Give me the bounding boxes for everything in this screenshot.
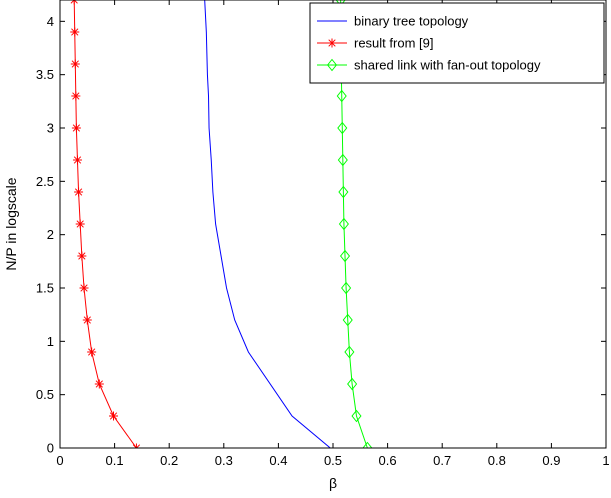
data-point <box>94 379 104 389</box>
data-point <box>336 89 347 103</box>
x-tick-label: 0.4 <box>269 453 287 468</box>
x-tick-label: 0.5 <box>324 453 342 468</box>
data-point <box>71 123 81 133</box>
x-tick-label: 0.9 <box>542 453 560 468</box>
x-tick-label: 0.7 <box>433 453 451 468</box>
axes-layer: 0 0.1 0.2 0.3 0.4 0.5 0.6 0.7 0.8 0.9 1 0 0.5 1 1.5 2 2.… <box>36 0 610 468</box>
data-point <box>347 377 358 391</box>
data-point <box>337 153 348 167</box>
legend-label: binary tree topology <box>354 14 469 29</box>
data-point <box>344 345 355 359</box>
data-point <box>341 281 352 295</box>
legend-entry: binary tree topology <box>317 14 469 29</box>
legend: binary tree topology result from [9] share… <box>309 2 605 84</box>
x-tick-label: 0 <box>56 453 63 468</box>
data-point <box>69 0 79 5</box>
legend-entry: result from [9] <box>317 36 433 51</box>
data-point <box>131 443 141 448</box>
x-tick-label: 0.3 <box>215 453 233 468</box>
data-point <box>109 411 119 421</box>
y-tick-label: 4 <box>47 14 54 29</box>
y-tick-label: 2.5 <box>36 174 54 189</box>
data-point <box>342 313 353 327</box>
legend-marker <box>327 38 337 48</box>
data-point <box>79 283 89 293</box>
data-point <box>70 59 80 69</box>
y-tick-label: 0 <box>47 441 54 456</box>
data-point <box>362 441 373 448</box>
legend-marker <box>326 58 338 72</box>
data-point <box>351 409 362 423</box>
y-tick-label: 3 <box>47 121 54 136</box>
data-point <box>337 121 348 135</box>
legend-label: shared link with fan-out topology <box>354 58 541 73</box>
x-tick-label: 1 <box>602 453 609 468</box>
data-point <box>87 347 97 357</box>
data-point <box>338 217 349 231</box>
data-point <box>339 249 351 263</box>
x-tick-label: 0.2 <box>160 453 178 468</box>
y-tick-label: 3.5 <box>36 67 54 82</box>
x-tick-label: 0.8 <box>488 453 506 468</box>
data-point <box>74 187 84 197</box>
y-tick-label: 0.5 <box>36 387 54 402</box>
data-point <box>77 251 87 261</box>
x-tick-label: 0.1 <box>106 453 124 468</box>
y-tick-label: 1 <box>47 334 54 349</box>
y-axis-label: N/P in logscale <box>3 177 19 270</box>
y-tick-label: 2 <box>47 227 54 242</box>
data-point <box>71 91 81 101</box>
x-tick-label: 0.6 <box>379 453 397 468</box>
data-point <box>70 27 80 37</box>
legend-label: result from [9] <box>354 36 433 51</box>
data-point <box>72 155 82 165</box>
legend-entry: shared link with fan-out topology <box>317 58 541 73</box>
series-line-0 <box>204 0 331 448</box>
legend-box <box>309 2 605 84</box>
data-point <box>75 219 85 229</box>
data-point <box>338 185 349 199</box>
data-point <box>82 315 92 325</box>
y-tick-label: 1.5 <box>36 281 54 296</box>
x-axis-label: β <box>329 475 337 491</box>
